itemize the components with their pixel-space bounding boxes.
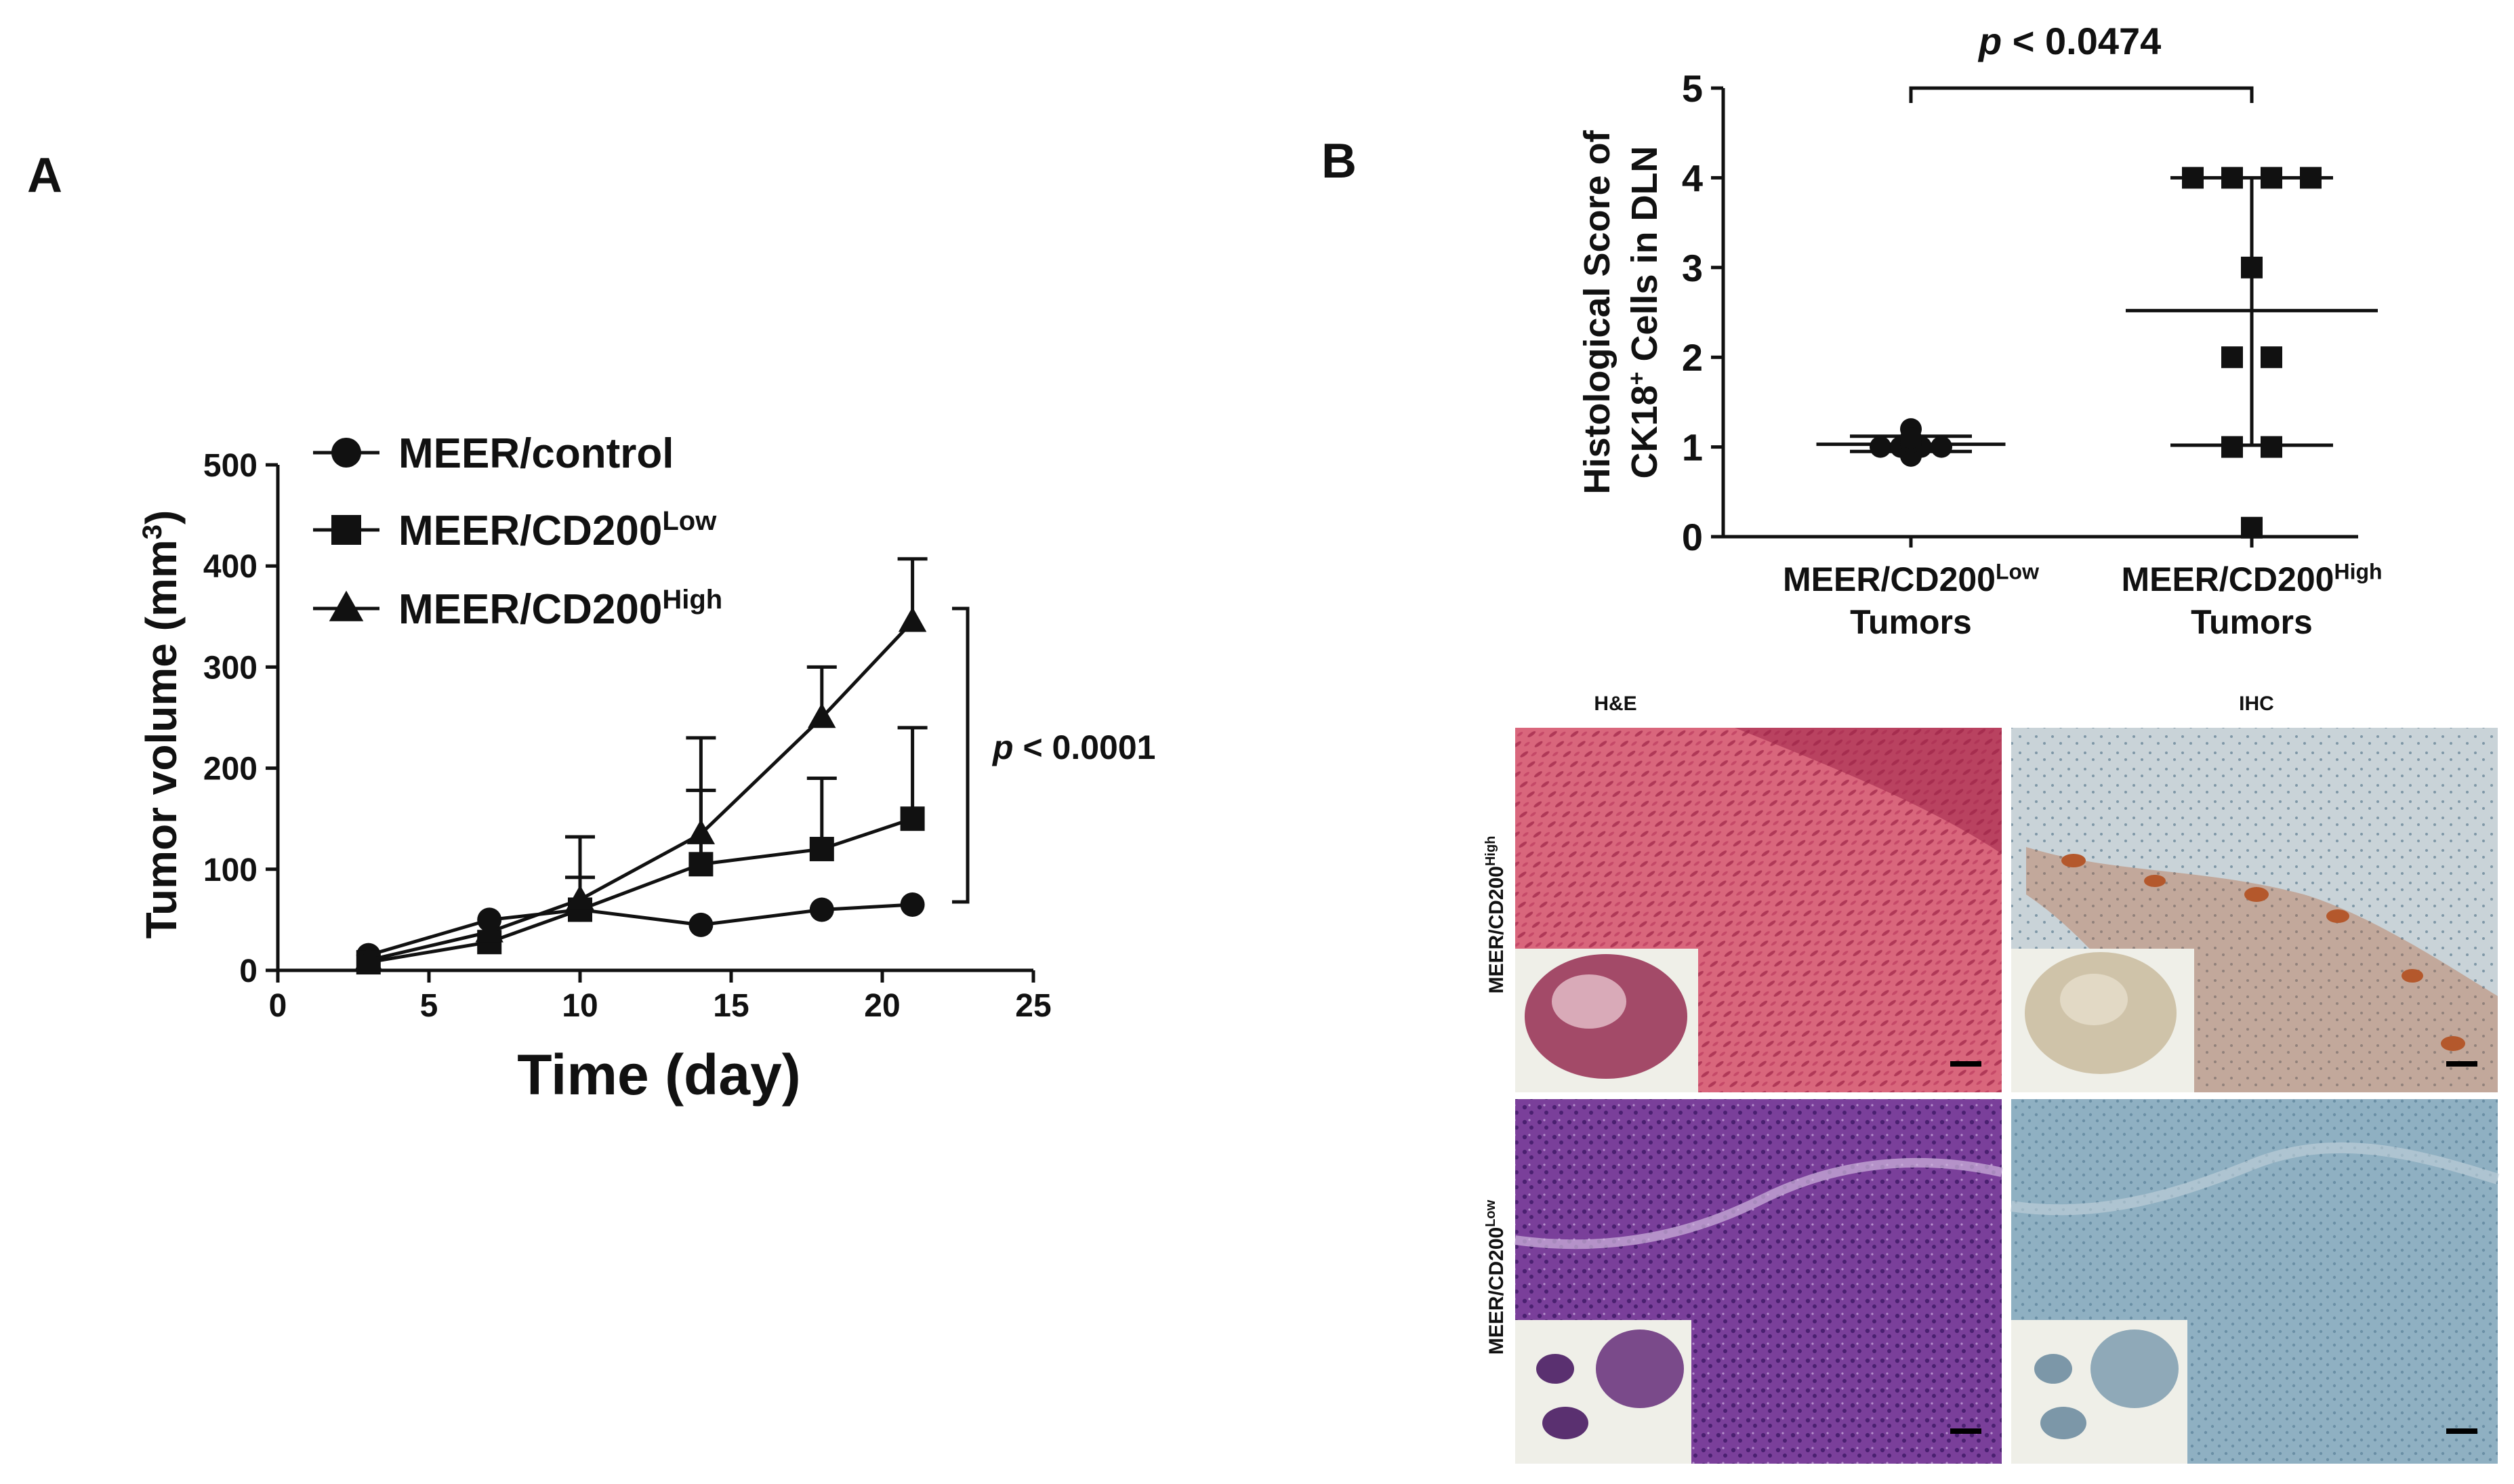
legend-entry: MEER/CD200Low bbox=[313, 506, 717, 554]
legend-label: MEER/control bbox=[398, 430, 674, 477]
y-tick-label: 3 bbox=[1682, 247, 1703, 289]
series-circle bbox=[356, 892, 925, 968]
y-axis-title: Tumor volume (mm3) bbox=[137, 510, 186, 939]
scale-bar bbox=[1950, 1061, 1981, 1067]
data-point bbox=[566, 884, 594, 910]
group-label-line2: Tumors bbox=[1850, 603, 1972, 641]
he-low-micrograph bbox=[1514, 1099, 2003, 1464]
data-point bbox=[688, 852, 714, 877]
data-point bbox=[900, 806, 925, 831]
y-tick-label: 1 bbox=[1682, 426, 1703, 469]
y-tick-label: 4 bbox=[1682, 157, 1703, 199]
col-header-he: H&E bbox=[1594, 693, 1636, 715]
y-axis-title-line1: Histological Score of bbox=[1577, 129, 1617, 494]
group-circle: MEER/CD200Low Tumors bbox=[1783, 418, 2039, 641]
data-point bbox=[2300, 167, 2322, 189]
series-line bbox=[368, 620, 914, 962]
data-point bbox=[809, 897, 834, 922]
data-point bbox=[2261, 167, 2282, 189]
data-point bbox=[2221, 346, 2243, 369]
he-high-micrograph bbox=[1515, 728, 2002, 1092]
legend-marker bbox=[329, 590, 364, 621]
y-tick-label: 0 bbox=[239, 953, 257, 989]
y-tick-label: 100 bbox=[203, 852, 257, 888]
data-point bbox=[898, 606, 927, 632]
x-axis-title: Time (day) bbox=[517, 1043, 801, 1107]
col-header-ihc: IHC bbox=[2239, 693, 2274, 715]
x-tick-label: 20 bbox=[864, 988, 900, 1024]
significance-bracket-a: p < 0.0001 bbox=[952, 606, 1155, 904]
p-value-annotation-a: p < 0.0001 bbox=[991, 728, 1155, 766]
y-tick-label: 400 bbox=[203, 549, 257, 585]
data-point bbox=[2221, 167, 2243, 189]
x-tick-label: 25 bbox=[1015, 988, 1051, 1024]
series-line bbox=[368, 903, 913, 957]
x-tick-label: 10 bbox=[562, 988, 598, 1024]
series-line bbox=[368, 817, 913, 964]
y-tick-label: 200 bbox=[203, 751, 257, 787]
histological-score-scatter-chart: 0 1 2 3 4 5 Histological Score of CK18+ Cells i… bbox=[1577, 67, 2383, 641]
data-point bbox=[2241, 256, 2263, 279]
data-point bbox=[2261, 346, 2282, 369]
data-point bbox=[808, 703, 836, 728]
ihc-low-micrograph bbox=[2010, 1099, 2500, 1464]
data-point bbox=[900, 892, 925, 918]
micrograph-grid: H&E IHC MEER/CD200High MEER/CD200Low bbox=[1483, 693, 2500, 1464]
group-square: MEER/CD200High Tumors bbox=[2121, 167, 2383, 641]
scale-bar bbox=[2446, 1061, 2477, 1067]
y-tick-label: 2 bbox=[1682, 336, 1703, 379]
y-tick-label: 300 bbox=[203, 650, 257, 686]
group-label: MEER/CD200Low bbox=[1783, 559, 2039, 598]
data-point bbox=[1900, 427, 1922, 449]
legend-label: MEER/CD200Low bbox=[398, 506, 717, 554]
legend-entry: MEER/control bbox=[313, 430, 674, 477]
group-label: MEER/CD200High bbox=[2121, 559, 2382, 598]
y-tick-label: 500 bbox=[203, 448, 257, 484]
p-value-annotation-b: p < 0.0474 bbox=[1977, 20, 2161, 62]
data-point bbox=[1931, 436, 1952, 458]
series-square bbox=[356, 726, 928, 975]
legend-marker bbox=[331, 438, 361, 468]
data-point bbox=[688, 912, 714, 937]
data-point bbox=[686, 819, 716, 844]
group-label-line2: Tumors bbox=[2191, 603, 2313, 641]
significance-bracket-b: p < 0.0474 bbox=[1909, 20, 2254, 103]
panel-a-label: A bbox=[27, 148, 62, 203]
data-point bbox=[809, 836, 834, 861]
tumor-volume-line-chart: 0 100 200 300 400 500 0 5 10 15 20 25 Time (day) Tumo… bbox=[137, 430, 1052, 1107]
y-axis-title-line2: CK18+ Cells in DLN bbox=[1624, 146, 1665, 479]
data-point bbox=[354, 945, 383, 971]
y-tick-label: 5 bbox=[1682, 67, 1703, 110]
series-triangle bbox=[354, 557, 928, 971]
data-point bbox=[475, 917, 503, 943]
panel-b-label: B bbox=[1321, 134, 1357, 188]
legend-marker bbox=[331, 515, 361, 545]
legend-entry: MEER/CD200High bbox=[313, 585, 722, 633]
x-tick-label: 5 bbox=[420, 988, 438, 1024]
scale-bar bbox=[2446, 1428, 2477, 1434]
y-tick-label: 0 bbox=[1682, 516, 1703, 558]
data-point bbox=[2261, 436, 2282, 458]
data-point bbox=[2182, 167, 2204, 189]
row-label-cd200-high: MEER/CD200High bbox=[1483, 836, 1508, 994]
data-point bbox=[2241, 516, 2263, 539]
data-point bbox=[1870, 436, 1891, 458]
row-label-cd200-low: MEER/CD200Low bbox=[1483, 1199, 1508, 1355]
legend-label: MEER/CD200High bbox=[398, 585, 722, 633]
x-tick-label: 15 bbox=[713, 988, 749, 1024]
data-point bbox=[2221, 436, 2243, 458]
ihc-high-micrograph bbox=[2011, 728, 2498, 1092]
x-tick-label: 0 bbox=[269, 988, 287, 1024]
scale-bar bbox=[1950, 1428, 1981, 1434]
